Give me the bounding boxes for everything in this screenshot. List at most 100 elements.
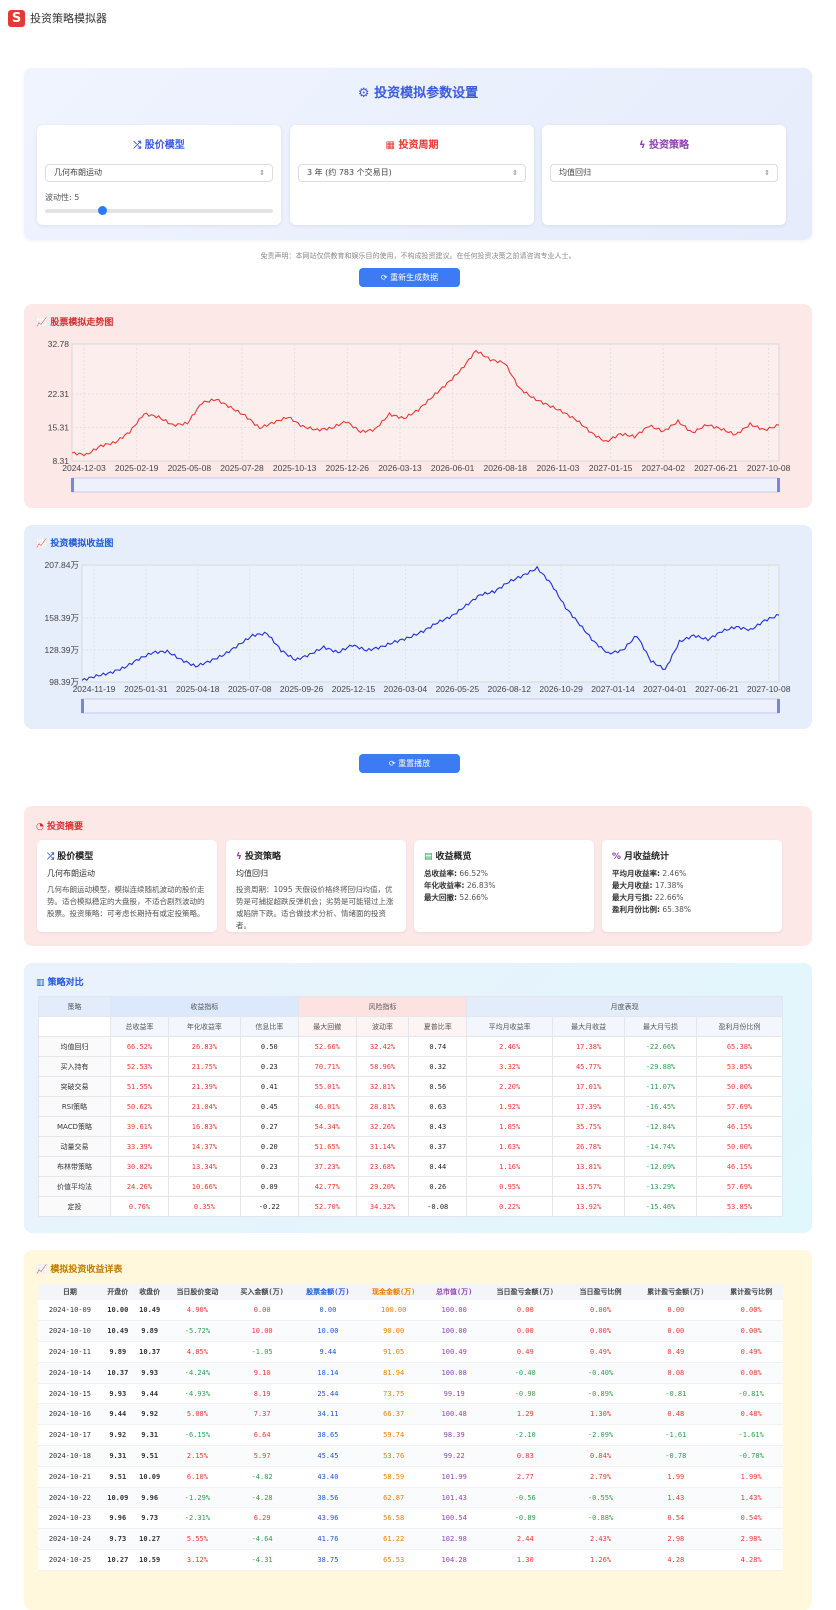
column-header: 现金金额(万) (360, 1284, 427, 1300)
table-cell: 9.31 (101, 1445, 134, 1467)
table-cell: 1.85% (466, 1116, 554, 1137)
period-select[interactable]: 3 年 (约 783 个交易日) ⇕ (298, 164, 526, 182)
table-cell: 1.16% (466, 1156, 554, 1177)
x-tick-label: 2025-02-19 (115, 463, 159, 473)
table-cell: 53.76 (360, 1445, 427, 1467)
strategy-select[interactable]: 均值回归 ⇕ (550, 164, 778, 182)
strategy-description: 投资周期：1095 天假设价格终将回归均值，优势是可捕捉超跌反弹机会；劣势是可能… (236, 885, 394, 930)
table-cell: 53.85% (695, 1196, 784, 1217)
table-cell: -0.88% (568, 1507, 633, 1530)
table-cell: 50.62% (110, 1096, 169, 1117)
table-cell: 41.76 (295, 1528, 361, 1551)
table-cell: 37.23% (297, 1156, 357, 1177)
table-cell: 2024-10-24 (38, 1528, 102, 1551)
y-tick-label: 15.31 (48, 423, 70, 433)
strategy-name: 买入持有 (38, 1056, 111, 1077)
detail-table: 日期 开盘价 收盘价 当日股价变动 买入金额(万) 股票金额(万) 现金金额(万) 总市值(万… (38, 1284, 783, 1571)
table-cell: 10.59 (133, 1549, 166, 1571)
table-cell: 0.00% (719, 1300, 783, 1322)
stat-line: 最大回撤: 52.66% (424, 893, 488, 902)
table-cell: -1.61% (719, 1424, 783, 1447)
table-cell: 100.00 (426, 1320, 482, 1343)
table-cell: 10.37 (133, 1341, 166, 1363)
table-cell: -2.31% (165, 1507, 230, 1530)
table-cell: 2.20% (466, 1076, 554, 1097)
table-cell: 2024-10-22 (38, 1487, 102, 1509)
price-chart[interactable]: 2024-12-03 2025-02-19 2025-05-08 2025-07-28… (24, 304, 812, 508)
table-cell: 0.32 (408, 1056, 468, 1077)
table-cell: 38.56 (295, 1487, 361, 1509)
y-tick-label: 32.78 (48, 339, 70, 349)
table-cell: 100.48 (426, 1403, 482, 1426)
table-cell: 54.34% (297, 1116, 357, 1137)
table-cell: -1.29% (165, 1487, 230, 1509)
table-cell: 34.11 (295, 1403, 361, 1426)
price-model-select[interactable]: 几何布朗运动 ⇕ (45, 164, 273, 182)
table-cell: 3.32% (466, 1056, 554, 1077)
table-row: 突破交易 51.55% 21.39% 0.41 55.01% 32.81% 0.56 2.20… (38, 1076, 784, 1097)
strategy-card: ϟ 投资策略 均值回归 ⇕ (542, 125, 786, 225)
table-cell: -0.89% (568, 1383, 633, 1405)
table-cell: -4.28 (229, 1487, 296, 1509)
table-cell: 50.00% (695, 1076, 784, 1097)
table-cell: 28.81% (355, 1096, 410, 1117)
table-cell: 10.09 (101, 1487, 134, 1509)
regenerate-data-button[interactable]: ⟳ 重新生成数据 (359, 268, 460, 287)
refresh-icon: ⟳ (388, 759, 399, 768)
table-cell: 10.49 (101, 1320, 134, 1343)
table-cell: 0.50 (239, 1036, 299, 1057)
table-cell: 18.14 (295, 1362, 361, 1384)
table-cell: 0.00 (481, 1300, 569, 1322)
zoom-handle-left (71, 478, 74, 492)
table-cell: 1.43 (632, 1487, 720, 1509)
volatility-slider-thumb[interactable] (98, 206, 107, 215)
column-header: 最大回撤 (297, 1016, 357, 1037)
table-cell: 2024-10-23 (38, 1507, 102, 1530)
table-cell: 51.65% (297, 1136, 357, 1157)
volatility-slider[interactable] (45, 206, 273, 215)
table-cell: 0.49% (719, 1341, 783, 1363)
bar-chart-icon: ▥ (36, 978, 45, 988)
table-cell: 9.44 (133, 1383, 166, 1405)
table-cell: 65.53 (360, 1549, 427, 1571)
stat-line: 年化收益率: 26.83% (424, 881, 496, 890)
pie-chart-icon: ◔ (36, 822, 44, 832)
table-cell: -0.81 (632, 1383, 720, 1405)
x-tick-label: 2026-03-13 (378, 463, 422, 473)
table-cell: 45.77% (552, 1056, 626, 1077)
table-cell: 0.00% (568, 1300, 633, 1322)
table-cell: 38.65 (295, 1424, 361, 1447)
x-tick-label: 2026-11-03 (537, 463, 580, 473)
table-row: 2024-10-22 10.09 9.96 -1.29% -4.28 38.56 62.87… (38, 1487, 783, 1509)
column-header: 当日盈亏比例 (568, 1284, 633, 1300)
compare-title: 策略对比 (47, 978, 84, 988)
table-cell: 2.46% (466, 1036, 554, 1057)
column-header: 总市值(万) (426, 1284, 482, 1300)
table-cell: 52.70% (297, 1196, 357, 1217)
table-row: RSI策略 50.62% 21.04% 0.45 46.01% 28.81% 0.63 1.9… (38, 1096, 784, 1117)
table-row: 2024-10-10 10.49 9.89 -5.72% 10.00 10.00 90.00… (38, 1320, 783, 1343)
table-row: 动量交易 33.39% 14.37% 0.20 51.65% 31.14% 0.37 1.63… (38, 1136, 784, 1157)
table-cell: 2024-10-16 (38, 1403, 102, 1426)
table-cell: 1.30% (568, 1403, 633, 1426)
strategy-name: 突破交易 (38, 1076, 111, 1097)
table-cell: 4.28 (632, 1549, 720, 1571)
table-cell: 1.92% (466, 1096, 554, 1117)
table-cell: 16.83% (167, 1116, 241, 1137)
invest-chart[interactable]: 2024-11-19 2025-01-31 2025-04-18 2025-07-08… (24, 525, 812, 729)
strategy-name: RSI策略 (38, 1096, 111, 1117)
table-cell: 9.44 (295, 1341, 361, 1363)
table-cell: -22.66% (624, 1036, 697, 1057)
replay-button[interactable]: ⟳ 重置播放 (359, 754, 460, 773)
table-cell: 1.30 (481, 1549, 569, 1571)
table-cell: -4.31 (229, 1549, 296, 1571)
table-cell: 0.35% (167, 1196, 241, 1217)
table-cell: 0.00 (632, 1320, 720, 1343)
table-row: 2024-10-15 9.93 9.44 -4.93% 8.19 25.44 73.75 99… (38, 1383, 783, 1405)
table-cell: 10.00 (229, 1320, 296, 1343)
table-cell: 5.55% (165, 1528, 230, 1551)
table-cell: 9.89 (133, 1320, 166, 1343)
stat-line: 盈利月份比例: 65.38% (612, 905, 691, 914)
table-cell: 65.38% (695, 1036, 784, 1057)
table-cell: 59.74 (360, 1424, 427, 1447)
